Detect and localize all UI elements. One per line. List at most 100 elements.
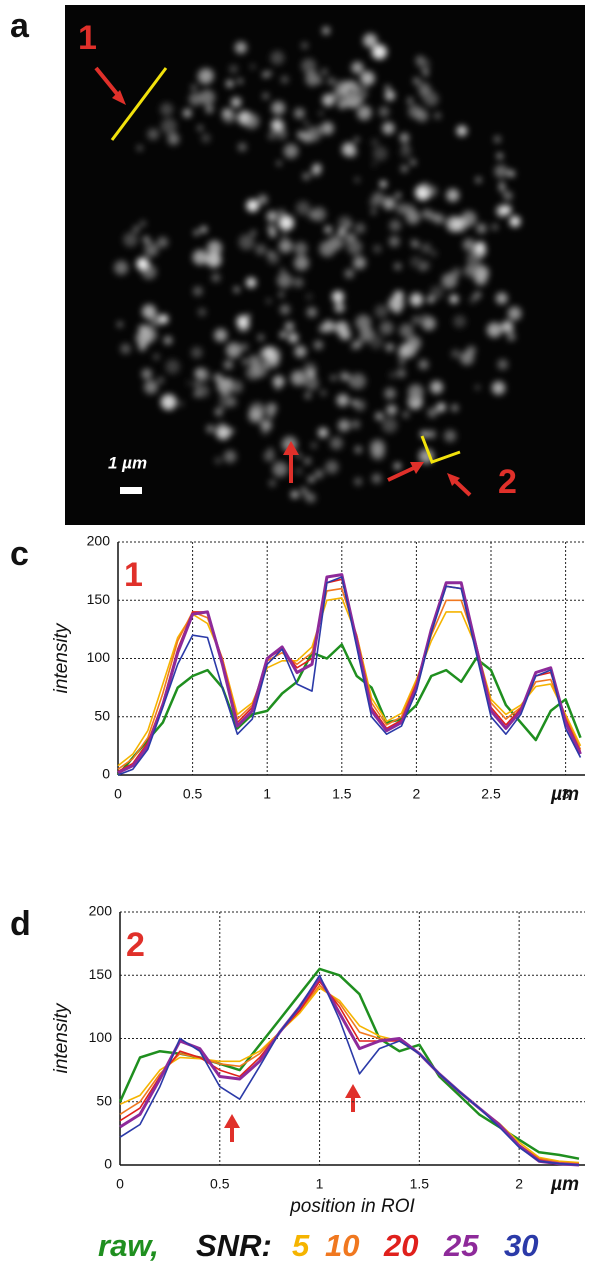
speckle [398,358,406,365]
speckle [301,487,306,492]
speckle [261,428,269,436]
speckle [363,33,378,48]
speckle [340,329,352,341]
x-tick-label: 0.5 [183,786,203,802]
speckle [257,194,268,205]
speckle [400,165,409,173]
speckle [384,387,396,400]
series-line [119,976,580,1167]
speckle [294,255,309,271]
speckle [427,296,435,303]
legend-entry: 10 [325,1228,359,1263]
speckle [265,346,273,354]
speckle [444,429,457,443]
panel-label: d [10,905,31,943]
speckle [199,89,216,106]
speckle [201,133,211,143]
speckle [420,260,430,271]
speckle [408,104,422,119]
speckle [434,112,441,120]
y-tick-label: 0 [102,766,110,782]
legend-entry: 25 [443,1228,479,1263]
speckle [206,252,222,268]
speckle [214,328,228,342]
speckle [144,380,158,394]
speckle [341,142,356,157]
speckle [332,87,346,101]
nucleus-texture [114,26,522,503]
speckle [267,224,276,233]
speckle [453,315,466,328]
speckle [249,402,266,419]
speckle [449,294,459,304]
speckle [338,419,351,432]
speckle [382,122,395,135]
speckle [407,97,413,103]
speckle [160,118,177,135]
speckle [475,177,482,183]
speckle [278,120,284,126]
speckle [290,490,299,499]
speckle [452,217,468,232]
speckle [114,260,129,275]
speckle [423,70,429,76]
speckle [200,226,207,233]
speckle [141,304,157,319]
speckle [371,161,377,167]
speckle [215,425,231,440]
speckle [351,61,364,74]
y-tick-label: 150 [89,966,113,982]
speckle [319,111,324,116]
speckle [233,286,240,293]
speckle [365,107,371,113]
speckle [312,163,322,173]
speckle [197,308,206,317]
arrow [224,1114,240,1142]
speckle [332,290,344,303]
speckle [495,292,508,305]
speckle [375,412,384,421]
speckle [469,296,477,304]
legend-entry: 30 [504,1228,538,1263]
speckle [147,128,159,140]
speckle [384,85,391,91]
x-tick-label: 2.5 [481,786,501,802]
roi-line [110,67,168,141]
speckle [304,392,311,399]
series-line [117,643,582,776]
speckle [456,125,468,137]
speckle [237,78,243,84]
speckle [354,177,360,183]
speckle [327,77,336,86]
speckle [294,345,307,358]
speckle [262,93,269,100]
speckle [354,477,362,486]
speckle [276,161,282,166]
speckle [462,238,476,251]
speckle [294,241,308,256]
speckle [427,430,436,439]
speckle [322,93,335,107]
speckle [295,467,303,475]
speckle [260,419,272,431]
speckle [283,143,299,159]
speckle [418,359,429,370]
speckle [354,399,366,411]
speckle [388,236,400,247]
speckle [238,234,255,250]
speckle [193,286,203,296]
legend-entry: raw, [98,1228,159,1263]
speckle [386,404,397,416]
speckle [293,277,304,288]
speckle [419,313,430,324]
speckle [466,251,482,267]
arrow [387,464,419,482]
arrow [283,441,299,483]
speckle [192,249,208,265]
speckle [160,394,177,411]
x-unit: µm [550,1174,579,1195]
speckle [290,370,306,386]
speckle [337,99,348,110]
speckle [319,324,327,333]
speckle [305,376,319,391]
